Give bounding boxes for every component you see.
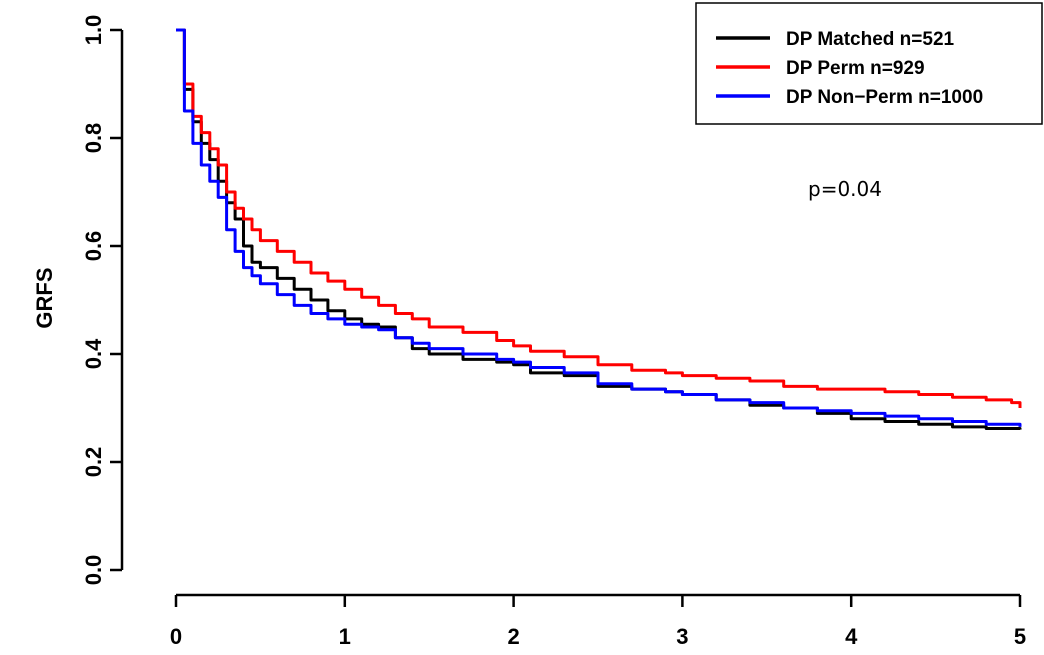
y-axis-title: GRFS bbox=[32, 267, 57, 328]
x-tick-label: 5 bbox=[1014, 624, 1026, 649]
p-value-annotation: p=0.04 bbox=[808, 177, 882, 201]
y-axis: 0.0 0.2 0.4 0.6 0.8 1.0 bbox=[81, 15, 124, 586]
x-tick-label: 4 bbox=[845, 624, 858, 649]
y-tick-label: 0.0 bbox=[81, 555, 106, 586]
legend: DP Matched n=521 DP Perm n=929 DP Non−Perm… bbox=[695, 2, 1043, 125]
x-tick-label: 0 bbox=[170, 624, 182, 649]
y-tick-label: 0.8 bbox=[81, 123, 106, 154]
survival-curves bbox=[176, 28, 1022, 430]
y-tick-label: 0.2 bbox=[81, 447, 106, 478]
y-tick-label: 1.0 bbox=[81, 15, 106, 46]
legend-box bbox=[695, 2, 1043, 125]
legend-label-0: DP Matched n=521 bbox=[786, 29, 955, 50]
series-line-1 bbox=[176, 28, 1022, 408]
x-tick-label: 3 bbox=[676, 624, 688, 649]
legend-label-2: DP Non−Perm n=1000 bbox=[786, 87, 983, 108]
y-tick-label: 0.6 bbox=[81, 231, 106, 262]
y-tick-label: 0.4 bbox=[81, 338, 106, 369]
x-axis: 0 1 2 3 4 5 bbox=[170, 593, 1026, 649]
legend-label-1: DP Perm n=929 bbox=[786, 58, 925, 79]
series-line-2 bbox=[176, 28, 1022, 427]
x-tick-label: 1 bbox=[339, 624, 351, 649]
x-tick-label: 2 bbox=[507, 624, 519, 649]
